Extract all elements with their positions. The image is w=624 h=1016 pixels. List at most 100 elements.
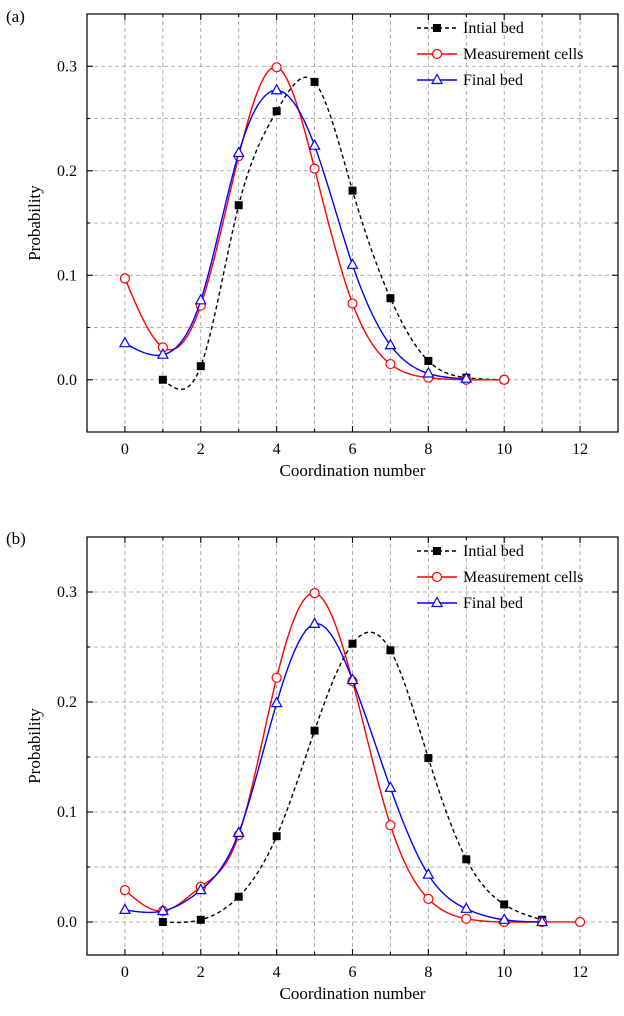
x-tick-label: 2 xyxy=(197,964,205,981)
legend-marker xyxy=(431,48,443,60)
legend: Intial bed Measurement cells Final bed xyxy=(417,543,583,612)
panel-label: (b) xyxy=(6,529,26,548)
data-point xyxy=(499,374,510,385)
y-tick-label: 0.0 xyxy=(57,372,77,389)
data-point xyxy=(309,163,320,174)
data-point xyxy=(423,893,434,905)
data-point xyxy=(156,904,169,916)
data-point xyxy=(385,820,396,831)
legend-marker xyxy=(433,547,441,555)
series-final-bed xyxy=(118,617,549,927)
panel-label: (a) xyxy=(6,7,25,26)
data-point xyxy=(460,371,473,383)
x-tick-label: 10 xyxy=(496,964,512,981)
x-tick-label: 6 xyxy=(349,441,357,458)
data-point xyxy=(384,338,397,350)
data-point xyxy=(270,696,283,708)
data-point xyxy=(270,83,283,95)
chart-panel-a: (a) 0 2 4 6 8 10 12 0.0 0.1 0.2 0.3 Coordination num… xyxy=(6,7,619,480)
legend-label: Final bed xyxy=(463,595,523,612)
data-point xyxy=(461,913,472,924)
axis-ticks xyxy=(86,537,619,955)
data-point xyxy=(348,186,357,195)
data-point xyxy=(194,293,207,305)
x-tick-label: 8 xyxy=(424,964,432,981)
legend-marker xyxy=(433,24,441,32)
data-point xyxy=(498,913,511,924)
data-point xyxy=(196,915,205,924)
data-point xyxy=(574,916,586,928)
legend: Intial bed Measurement cells Final bed xyxy=(417,20,583,89)
data-point xyxy=(234,892,243,901)
x-tick-label: 0 xyxy=(121,964,129,981)
series-line xyxy=(124,89,467,380)
data-point xyxy=(156,347,169,359)
data-point xyxy=(158,375,167,384)
y-axis-title: Probability xyxy=(25,708,44,784)
series-line xyxy=(162,76,505,391)
y-tick-label: 0.2 xyxy=(57,163,77,180)
data-point xyxy=(385,358,396,370)
y-tick-label: 0.2 xyxy=(57,694,77,711)
data-point xyxy=(308,138,321,150)
data-point xyxy=(424,754,433,763)
plot-frame xyxy=(86,536,619,956)
data-point xyxy=(348,639,357,648)
x-tick-label: 0 xyxy=(121,441,129,458)
data-point xyxy=(194,883,207,895)
data-point xyxy=(462,855,471,864)
data-point xyxy=(384,781,397,792)
legend-marker xyxy=(430,73,444,85)
series-initial-bed xyxy=(158,76,509,391)
y-tick-label: 0.3 xyxy=(57,584,77,601)
series-line xyxy=(162,631,543,924)
y-tick-label: 0.0 xyxy=(57,914,77,931)
x-tick-label: 4 xyxy=(273,441,281,458)
x-tick-label: 6 xyxy=(349,964,357,981)
gridlines xyxy=(87,537,618,955)
y-tick-label: 0.1 xyxy=(57,804,77,821)
data-point xyxy=(271,62,282,73)
legend-marker xyxy=(431,571,443,583)
legend-label: Final bed xyxy=(463,72,523,89)
data-point xyxy=(158,918,167,926)
data-point xyxy=(460,902,473,913)
y-axis-title: Probability xyxy=(25,185,44,261)
x-tick-label: 10 xyxy=(496,441,512,458)
data-point xyxy=(119,273,131,284)
data-point xyxy=(310,77,319,86)
x-tick-label: 2 xyxy=(197,441,205,458)
data-point xyxy=(424,356,433,365)
legend-label: Intial bed xyxy=(463,543,524,560)
gridlines xyxy=(87,14,618,432)
data-point xyxy=(271,672,282,683)
data-point xyxy=(118,903,131,915)
axis-ticks xyxy=(86,14,619,432)
legend-marker xyxy=(430,596,444,608)
series-line xyxy=(124,622,543,923)
data-point xyxy=(310,726,319,735)
data-point xyxy=(347,298,358,309)
data-point xyxy=(422,366,435,378)
x-tick-label: 12 xyxy=(572,441,588,458)
data-point xyxy=(536,915,549,927)
data-point xyxy=(196,362,205,371)
x-tick-label: 8 xyxy=(424,441,432,458)
data-point xyxy=(308,617,321,629)
data-point xyxy=(119,884,131,896)
legend-label: Intial bed xyxy=(463,20,524,37)
y-tick-label: 0.1 xyxy=(57,267,77,284)
data-point xyxy=(234,201,243,210)
legend-label: Measurement cells xyxy=(463,569,583,586)
y-tick-label: 0.3 xyxy=(57,58,77,75)
data-point xyxy=(118,336,131,348)
data-point xyxy=(232,146,245,158)
x-tick-label: 4 xyxy=(273,964,281,981)
data-point xyxy=(500,900,509,909)
data-point xyxy=(386,294,395,303)
x-axis-title: Coordination number xyxy=(280,984,426,1003)
data-point xyxy=(272,107,281,116)
data-point xyxy=(309,587,320,599)
data-point xyxy=(272,832,281,841)
data-point xyxy=(346,673,359,685)
